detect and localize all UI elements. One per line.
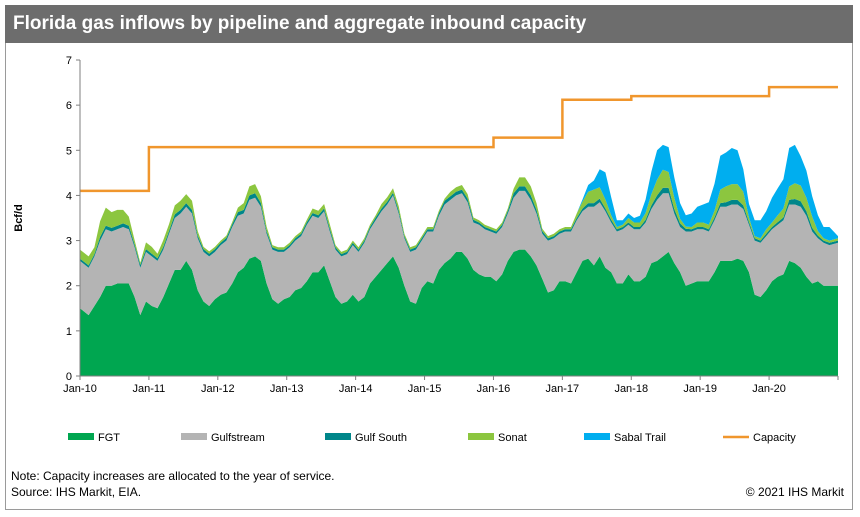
legend-swatch-fgt [68,433,94,440]
x-tick-label: Jan-10 [63,383,97,395]
legend-swatch-gulf-south [325,433,351,440]
copyright-text: © 2021 IHS Markit [745,485,844,499]
x-tick-label: Jan-20 [752,383,786,395]
legend-label-gulf-south: Gulf South [355,432,407,444]
y-tick-label: 1 [66,326,72,338]
y-tick-label: 5 [66,145,72,157]
legend-swatch-sonat [468,433,494,440]
x-tick-label: Jan-13 [270,383,304,395]
legend: FGT Gulfstream Gulf South Sonat Sabal Trail C… [68,432,796,444]
area-gulf-south [80,186,838,268]
chart-title: Florida gas inflows by pipeline and aggr… [5,5,853,43]
x-tick-label: Jan-18 [614,383,648,395]
legend-label-gulfstream: Gulfstream [211,432,265,444]
capacity-line-group [80,85,838,193]
stacked-area-group [80,144,838,376]
legend-label-sabal-trail: Sabal Trail [614,432,666,444]
source-note: Source: IHS Markit, EIA. [11,485,142,499]
y-tick-label: 0 [66,371,72,383]
x-tick-label: Jan-15 [408,383,442,395]
x-tick-label: Jan-17 [546,383,580,395]
x-tick-label: Jan-14 [339,383,373,395]
area-sonat [80,169,838,266]
legend-label-capacity: Capacity [753,432,796,444]
x-tick-label: Jan-19 [683,383,717,395]
y-tick-label: 6 [66,100,72,112]
capacity-note: Note: Capacity increases are allocated t… [11,469,335,483]
legend-label-sonat: Sonat [498,432,527,444]
x-tick-label: Jan-11 [132,383,165,395]
chart-notes: Note: Capacity increases are allocated t… [11,468,335,500]
x-tick-label: Jan-12 [201,383,235,395]
axes-group: 0 1 2 3 4 5 6 7 Jan-10 Jan-11 Jan-12 Jan-13 Jan-14 Ja… [13,55,839,395]
x-tick-label: Jan-16 [477,383,511,395]
area-gulfstream [80,190,838,316]
legend-label-fgt: FGT [98,432,120,444]
legend-swatch-sabal-trail [584,433,610,440]
capacity-line [80,85,838,193]
y-tick-label: 3 [66,236,72,248]
y-tick-label: 2 [66,281,72,293]
y-tick-label: 7 [66,55,72,67]
area-fgt [80,249,838,376]
y-tick-label: 4 [66,190,72,202]
legend-swatch-gulfstream [181,433,207,440]
y-axis-label: Bcf/d [13,204,25,232]
